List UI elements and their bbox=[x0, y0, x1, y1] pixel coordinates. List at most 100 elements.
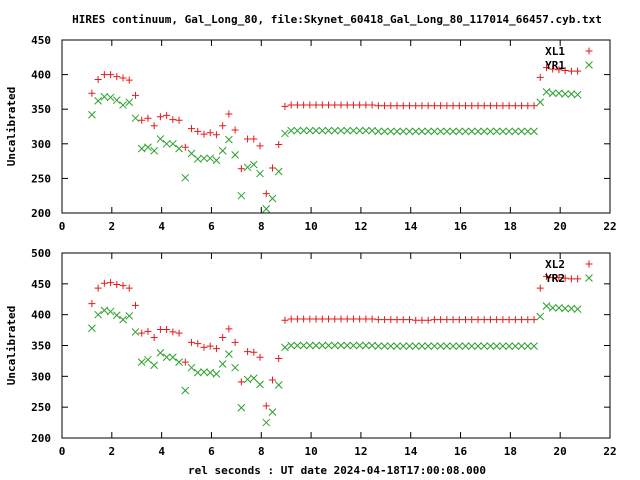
data-point bbox=[144, 114, 152, 122]
data-point bbox=[100, 71, 108, 79]
data-point bbox=[293, 315, 301, 323]
data-point bbox=[237, 191, 246, 200]
data-point bbox=[561, 90, 570, 98]
data-point bbox=[225, 110, 233, 118]
data-point bbox=[393, 316, 401, 324]
x-tick-label: 14 bbox=[404, 220, 418, 233]
data-point bbox=[474, 127, 482, 136]
data-point bbox=[574, 275, 582, 283]
data-point bbox=[449, 342, 457, 350]
data-point bbox=[480, 127, 489, 136]
data-point bbox=[219, 333, 227, 341]
data-point bbox=[188, 338, 196, 346]
data-point bbox=[212, 370, 221, 378]
data-point bbox=[511, 316, 519, 324]
data-point bbox=[349, 341, 358, 350]
data-point bbox=[163, 325, 171, 333]
data-point bbox=[119, 101, 127, 109]
data-point bbox=[524, 102, 532, 110]
data-point bbox=[181, 386, 190, 395]
data-point bbox=[486, 342, 495, 350]
data-point bbox=[343, 101, 351, 109]
data-point bbox=[200, 368, 208, 376]
data-point bbox=[474, 342, 482, 350]
data-point bbox=[343, 315, 351, 323]
x-tick-label: 4 bbox=[158, 445, 165, 458]
data-point bbox=[505, 127, 513, 136]
data-point bbox=[530, 127, 538, 136]
series-yr1 bbox=[88, 88, 582, 213]
data-point bbox=[349, 101, 357, 109]
data-point bbox=[362, 126, 370, 135]
data-point bbox=[175, 329, 183, 337]
data-point bbox=[168, 139, 177, 148]
data-point bbox=[293, 126, 302, 135]
data-point bbox=[256, 380, 264, 389]
data-point bbox=[499, 127, 507, 136]
data-point bbox=[299, 341, 308, 350]
data-point bbox=[206, 154, 215, 163]
data-point bbox=[442, 342, 451, 350]
data-point bbox=[268, 164, 276, 172]
data-point bbox=[511, 127, 520, 136]
data-point bbox=[542, 302, 551, 310]
data-point bbox=[362, 341, 370, 350]
data-point bbox=[467, 342, 476, 350]
data-point bbox=[499, 342, 507, 350]
data-point bbox=[324, 341, 333, 350]
data-point bbox=[437, 102, 445, 110]
data-point bbox=[119, 74, 127, 82]
data-point bbox=[331, 315, 339, 323]
data-point bbox=[337, 126, 345, 135]
data-point bbox=[144, 327, 152, 335]
data-point bbox=[169, 328, 177, 336]
data-point bbox=[100, 306, 109, 315]
plot-panel-2: 0 2 4 6 8 10 12 14 16 18 20 22 200 250 300 350 400 450 500… bbox=[5, 247, 617, 458]
data-point bbox=[555, 274, 563, 282]
data-point bbox=[250, 135, 258, 143]
data-point bbox=[518, 316, 526, 324]
data-point bbox=[88, 89, 96, 97]
data-point bbox=[262, 204, 271, 213]
data-point bbox=[181, 173, 190, 182]
data-point bbox=[555, 89, 563, 98]
data-point bbox=[107, 71, 115, 79]
data-point bbox=[418, 342, 426, 350]
x-tick-label: 22 bbox=[603, 220, 616, 233]
data-point bbox=[530, 316, 538, 324]
data-point bbox=[206, 342, 214, 350]
data-point bbox=[573, 90, 582, 99]
data-point bbox=[573, 305, 582, 313]
data-point bbox=[200, 343, 208, 351]
x-tick-label: 0 bbox=[59, 445, 66, 458]
data-point bbox=[325, 101, 333, 109]
data-point bbox=[374, 127, 383, 136]
data-point bbox=[474, 316, 482, 324]
data-point bbox=[163, 111, 171, 119]
data-point bbox=[530, 342, 538, 350]
x-tick-label: 20 bbox=[554, 220, 567, 233]
data-point bbox=[337, 341, 345, 350]
data-point bbox=[399, 316, 407, 324]
data-point bbox=[381, 102, 389, 110]
data-point bbox=[150, 333, 158, 341]
data-point bbox=[131, 301, 139, 309]
data-point bbox=[549, 274, 557, 282]
data-point bbox=[567, 304, 576, 313]
data-point bbox=[561, 274, 569, 282]
y-tick-label: 300 bbox=[31, 370, 51, 383]
data-point bbox=[486, 127, 495, 136]
plots-group: 0 2 4 6 8 10 12 14 16 18 20 22200250300350400450Unc… bbox=[5, 34, 617, 458]
data-point bbox=[312, 101, 320, 109]
data-point bbox=[125, 284, 133, 292]
data-point bbox=[175, 116, 183, 124]
data-point bbox=[312, 126, 320, 135]
data-point bbox=[349, 126, 358, 135]
x-tick-label: 10 bbox=[304, 445, 317, 458]
x-tick-label: 6 bbox=[208, 445, 215, 458]
data-point bbox=[374, 102, 382, 110]
y-tick-label: 200 bbox=[31, 432, 51, 445]
data-point bbox=[306, 101, 314, 109]
data-point bbox=[237, 403, 246, 412]
data-point bbox=[231, 151, 239, 159]
